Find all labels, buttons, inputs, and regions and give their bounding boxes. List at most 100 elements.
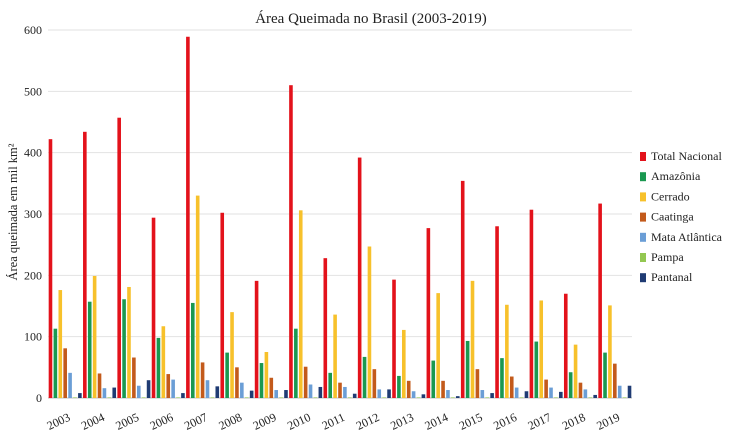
bar: [225, 352, 229, 398]
bar: [161, 326, 166, 398]
bar: [195, 195, 200, 398]
bar: [303, 366, 308, 398]
bar: [333, 314, 337, 398]
legend-swatch: [640, 212, 646, 222]
bar: [313, 397, 318, 398]
bar-group-2004: [83, 131, 117, 398]
bar: [166, 374, 171, 398]
gridlines: [48, 29, 632, 399]
bar: [78, 393, 82, 398]
bar: [279, 397, 283, 398]
bar: [568, 372, 573, 398]
bar: [554, 397, 558, 398]
bar: [392, 279, 396, 398]
y-axis-ticks: 0 100 200 300 400 500 600: [24, 23, 42, 405]
bar: [348, 397, 352, 398]
bar: [298, 210, 303, 398]
bar: [524, 391, 529, 398]
x-tick-label: 2018: [560, 410, 588, 433]
bar-group-2019: [598, 203, 632, 398]
x-tick-label: 2011: [320, 410, 347, 433]
bar: [451, 397, 455, 398]
bar: [53, 328, 58, 398]
bar: [549, 387, 553, 398]
bar: [387, 389, 391, 398]
bar: [573, 344, 578, 398]
bar-group-2017: [529, 209, 563, 398]
legend-entry: Cerrado: [651, 189, 690, 203]
x-tick-label: 2009: [251, 410, 279, 433]
bar-group-2013: [392, 279, 426, 398]
bar: [259, 363, 264, 398]
bar: [254, 280, 259, 398]
bar: [534, 341, 539, 398]
bar: [136, 385, 141, 398]
y-tick-label: 300: [24, 207, 42, 221]
bar: [455, 396, 460, 398]
bar: [220, 212, 225, 398]
bar: [122, 299, 126, 398]
bar: [58, 290, 63, 398]
bar: [588, 397, 593, 398]
bar-group-2003: [48, 139, 82, 399]
bar: [87, 301, 92, 398]
x-tick-label: 2019: [594, 410, 622, 433]
bar: [402, 329, 406, 398]
bar-group-2012: [357, 157, 391, 398]
legend-entry: Total Nacional: [651, 149, 722, 163]
bar: [382, 397, 386, 398]
bar-group-2014: [426, 228, 460, 398]
bar: [441, 380, 445, 398]
bar: [132, 357, 136, 398]
bar: [190, 302, 195, 398]
y-tick-label: 0: [36, 391, 42, 405]
x-tick-label: 2013: [388, 410, 416, 433]
bar: [372, 369, 377, 398]
bar: [500, 358, 504, 398]
y-tick-label: 600: [24, 23, 42, 37]
bar: [465, 340, 470, 398]
bar: [529, 209, 534, 398]
bar: [249, 390, 254, 398]
y-tick-label: 200: [24, 268, 42, 282]
bar: [186, 36, 190, 398]
legend-entry: Caatinga: [651, 210, 694, 224]
x-tick-label: 2012: [354, 410, 382, 433]
bar: [156, 337, 161, 398]
bar: [200, 362, 205, 398]
bar: [460, 180, 465, 398]
bar-group-2016: [495, 226, 529, 398]
bar: [269, 377, 274, 398]
x-tick-label: 2004: [79, 410, 107, 433]
bar: [284, 390, 288, 398]
bar: [544, 379, 548, 398]
x-tick-label: 2007: [182, 410, 210, 433]
legend: Total Nacional Amazônia Cerrado Caatinga Mat…: [640, 149, 723, 284]
bar-group-2011: [323, 258, 357, 398]
legend-swatch: [640, 152, 646, 161]
bar: [563, 293, 568, 398]
bar: [495, 226, 499, 398]
bar: [617, 385, 622, 398]
bar: [181, 393, 185, 398]
bar: [362, 356, 367, 398]
bar: [102, 388, 107, 398]
x-tick-label: 2017: [526, 410, 554, 433]
legend-swatch: [640, 253, 646, 262]
bar: [294, 328, 298, 398]
chart-title: Área Queimada no Brasil (2003-2019): [255, 10, 487, 27]
bar: [68, 372, 72, 398]
bars: [48, 36, 632, 399]
x-tick-label: 2006: [148, 410, 176, 433]
bar: [83, 131, 87, 398]
bar: [446, 390, 450, 398]
bar: [357, 157, 362, 398]
x-tick-label: 2003: [45, 410, 73, 433]
x-tick-label: 2005: [113, 410, 141, 433]
bar: [141, 397, 146, 398]
bar: [264, 352, 269, 398]
legend-entry: Pampa: [651, 250, 684, 264]
bar: [318, 386, 323, 398]
bar: [475, 369, 480, 398]
